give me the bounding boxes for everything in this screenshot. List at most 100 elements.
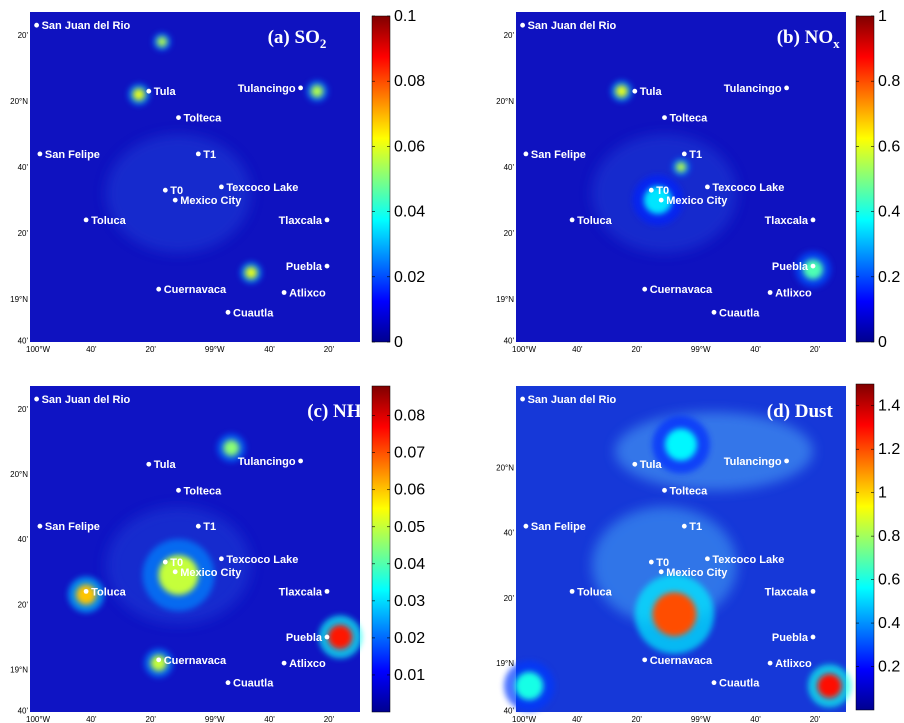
y-tick-label: 19°N <box>10 666 28 675</box>
city-label: Tulancingo <box>724 456 782 468</box>
city-marker <box>658 197 664 203</box>
city-label: Tula <box>154 86 177 98</box>
city-marker <box>520 22 525 28</box>
city-marker <box>767 660 773 666</box>
colorbar-tick-label: 0.02 <box>394 269 425 286</box>
x-tick-label: 99°W <box>205 715 225 723</box>
y-tick-label: 19°N <box>496 659 514 668</box>
x-tick-label: 20' <box>146 345 157 354</box>
city-marker <box>176 115 181 120</box>
x-tick-label: 40' <box>264 345 275 354</box>
x-tick-label: 40' <box>750 345 761 354</box>
y-tick-label: 20' <box>18 31 29 40</box>
city-marker <box>37 523 43 529</box>
panel-title: (d) Dust <box>767 401 834 422</box>
city-label: Cuernavaca <box>650 284 713 296</box>
x-tick-label: 99°W <box>691 715 711 723</box>
city-label: Tlaxcala <box>279 215 323 227</box>
colorbar <box>371 385 391 713</box>
city-label: Puebla <box>772 632 809 644</box>
city-label: Tlaxcala <box>765 215 809 227</box>
city-marker <box>172 569 178 575</box>
panel-title: (c) NH3 <box>307 401 368 425</box>
city-marker <box>156 286 162 292</box>
city-label: Cuautla <box>719 307 760 319</box>
city-marker <box>83 217 89 223</box>
city-label: Cuautla <box>233 678 274 690</box>
city-marker <box>681 151 687 157</box>
city-marker <box>632 461 638 467</box>
city-label: Puebla <box>772 261 809 273</box>
city-marker <box>34 22 39 28</box>
panel-3: San Juan del Rio Tula Tulancingo Tolteca San… <box>10 385 425 723</box>
panel-2: San Juan del Rio Tula Tulancingo Tolteca San… <box>496 8 900 354</box>
x-tick-label: 40' <box>572 345 583 354</box>
city-marker <box>324 217 330 223</box>
city-label: T0 <box>170 557 183 569</box>
city-label: San Felipe <box>45 149 100 161</box>
y-tick-label: 19°N <box>10 295 28 304</box>
x-tick-label: 100°W <box>512 715 537 723</box>
city-marker <box>324 263 330 269</box>
colorbar-tick-label: 0.06 <box>394 482 425 499</box>
hotspot <box>615 85 628 98</box>
city-label: Cuernavaca <box>650 655 713 667</box>
y-tick-label: 20' <box>504 229 515 238</box>
city-label: Puebla <box>286 632 323 644</box>
hotspot <box>676 162 686 173</box>
city-label: T0 <box>170 185 183 197</box>
city-marker <box>162 187 168 193</box>
colorbar <box>855 15 875 343</box>
colorbar-tick-label: 0.02 <box>394 630 425 647</box>
y-tick-label: 20°N <box>10 470 28 479</box>
city-marker <box>705 556 710 562</box>
city-label: San Felipe <box>531 521 586 533</box>
colorbar-tick-label: 0.8 <box>878 528 900 545</box>
city-marker <box>810 634 816 640</box>
city-label: Atlixco <box>289 658 326 670</box>
colorbar-tick-label: 0.2 <box>878 269 900 286</box>
city-label: Texcoco Lake <box>712 554 784 566</box>
y-tick-label: 20°N <box>496 464 514 473</box>
y-tick-label: 40' <box>18 163 29 172</box>
colorbar-tick-label: 0.05 <box>394 519 425 536</box>
city-marker <box>520 396 525 402</box>
city-label: Tulancingo <box>238 83 296 95</box>
colorbar-tick-label: 0.03 <box>394 593 425 610</box>
city-marker <box>195 523 201 529</box>
hotspot <box>132 88 145 101</box>
city-marker <box>784 458 789 464</box>
x-tick-label: 40' <box>86 715 97 723</box>
city-label: Tolteca <box>184 113 223 125</box>
colorbar-tick-label: 0.6 <box>878 572 900 589</box>
colorbar-tick-label: 0.4 <box>878 615 900 632</box>
city-label: Toluca <box>577 215 613 227</box>
y-tick-label: 20°N <box>10 97 28 106</box>
x-tick-label: 20' <box>632 345 643 354</box>
city-marker <box>784 85 789 91</box>
city-label: Texcoco Lake <box>712 182 784 194</box>
city-marker <box>156 657 162 663</box>
city-label: Tulancingo <box>724 83 782 95</box>
y-tick-label: 40' <box>18 336 29 345</box>
hotspot <box>76 584 97 605</box>
hotspot <box>652 592 697 637</box>
city-marker <box>767 290 773 295</box>
y-tick-label: 20' <box>18 405 29 414</box>
city-marker <box>146 88 152 94</box>
hotspot <box>328 625 353 650</box>
city-marker <box>219 556 224 562</box>
city-marker <box>658 569 664 575</box>
y-tick-label: 40' <box>504 163 515 172</box>
city-label: Atlixco <box>289 288 326 300</box>
city-label: San Juan del Rio <box>42 394 131 406</box>
city-marker <box>569 217 575 223</box>
colorbar-tick-label: 0.08 <box>394 73 425 90</box>
colorbar-tick-label: 1 <box>878 485 887 502</box>
city-label: Atlixco <box>775 658 812 670</box>
colorbar-tick-label: 0 <box>878 334 887 351</box>
city-marker <box>83 588 89 594</box>
city-label: Texcoco Lake <box>226 182 298 194</box>
x-tick-label: 40' <box>86 345 97 354</box>
colorbar-tick-label: 1.2 <box>878 441 900 458</box>
